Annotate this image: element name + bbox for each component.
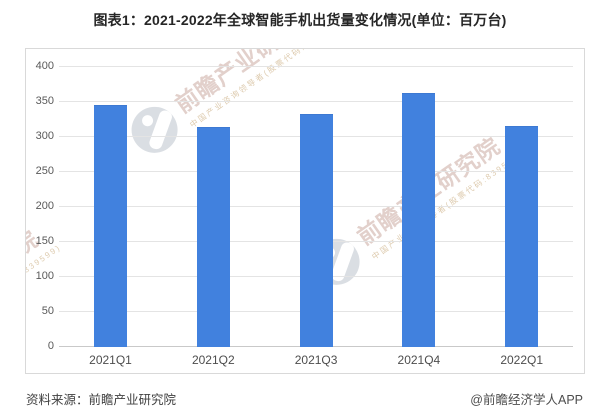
x-axis-label: 2021Q1: [89, 353, 132, 367]
y-axis-label: 250: [35, 165, 54, 177]
y-axis-label: 150: [35, 235, 54, 247]
gridline: [59, 101, 573, 102]
credit-note: @前瞻经济学人APP: [470, 393, 583, 407]
plot-frame: 前瞻产业研究院中国产业咨询领导者(股票代码:839599)前瞻产业研究院中国产业…: [25, 48, 585, 374]
x-axis-label: 2021Q2: [191, 353, 235, 367]
chart-title: 图表1：2021-2022年全球智能手机出货量变化情况(单位：百万台): [93, 12, 507, 28]
x-axis-label: 2022Q1: [500, 353, 544, 367]
y-axis-label: 0: [47, 340, 54, 352]
bar-2021Q4: [402, 92, 436, 347]
plot-area: [59, 66, 573, 347]
bar-2021Q2: [196, 126, 230, 347]
watermark-tagline-text: 中国产业咨询领导者(股票代码:839599): [25, 242, 63, 355]
source-note: 资料来源：前瞻产业研究院: [26, 393, 177, 407]
bar-2021Q1: [93, 104, 127, 347]
y-axis-label: 300: [35, 130, 54, 142]
x-axis-label: 2021Q4: [397, 353, 441, 367]
y-axis-label: 200: [35, 200, 54, 212]
y-axis-label: 50: [41, 305, 54, 317]
y-axis-label: 100: [35, 270, 54, 282]
y-axis-label: 400: [35, 60, 54, 72]
y-axis-label: 350: [35, 95, 54, 107]
gridline: [59, 66, 573, 67]
x-axis-label: 2021Q3: [294, 353, 338, 367]
bar-2022Q1: [505, 126, 539, 347]
bar-2021Q3: [299, 114, 333, 347]
